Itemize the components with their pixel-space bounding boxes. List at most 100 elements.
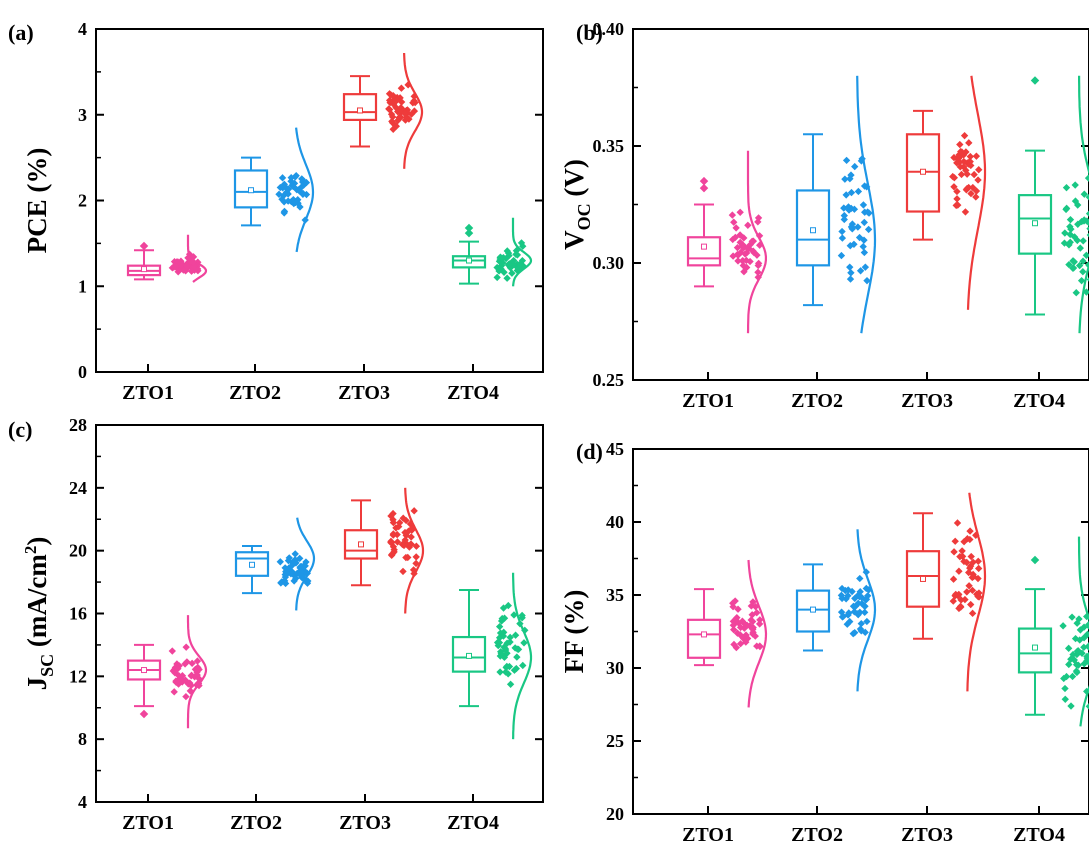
data-point — [178, 672, 187, 680]
data-point — [276, 558, 284, 566]
y-tick-label: 3 — [78, 105, 87, 125]
data-point — [953, 159, 961, 167]
data-point — [864, 225, 873, 234]
x-tick-label: ZTO3 — [338, 382, 390, 404]
data-point — [1070, 258, 1078, 266]
data-point — [728, 211, 737, 219]
y-tick-label: 4 — [78, 19, 87, 39]
data-point — [736, 623, 745, 632]
data-point — [388, 551, 396, 560]
data-point — [1085, 702, 1089, 711]
data-point — [168, 647, 176, 655]
data-point — [970, 170, 978, 179]
data-point — [387, 110, 396, 118]
data-point — [847, 269, 855, 277]
data-point — [968, 586, 977, 595]
data-point — [389, 530, 398, 538]
data-point — [1079, 237, 1087, 245]
data-point — [401, 528, 409, 537]
data-point — [1061, 684, 1069, 693]
box-iqr — [905, 550, 941, 608]
distribution-curve — [966, 75, 987, 310]
data-point — [515, 264, 523, 273]
y-tick-label: 0.40 — [593, 19, 625, 39]
data-point — [975, 593, 983, 601]
data-point — [407, 540, 415, 548]
data-point — [729, 603, 737, 611]
x-tick-label: ZTO1 — [122, 382, 174, 404]
data-point — [729, 252, 737, 260]
data-point — [397, 84, 406, 92]
data-point — [514, 645, 523, 654]
data-point — [1061, 229, 1069, 237]
x-tick-label: ZTO3 — [901, 390, 953, 412]
data-point — [838, 227, 846, 236]
data-point — [395, 519, 404, 527]
outlier-point — [699, 176, 709, 186]
data-point — [958, 547, 966, 555]
data-point — [519, 242, 527, 250]
data-point — [956, 552, 964, 561]
box-mean — [1032, 644, 1038, 651]
y-tick-label: 8 — [78, 729, 87, 749]
box-mean — [701, 631, 707, 638]
box-mean — [249, 561, 255, 568]
distribution-curve — [295, 127, 315, 253]
data-point — [734, 257, 742, 265]
data-point — [756, 616, 764, 624]
data-point — [410, 507, 418, 515]
data-point — [972, 152, 981, 160]
panel-b: 0.25 0.30 0.35 0.40(b) VOC (V) ZTO1 ZTO2 ZTO3 ZT… — [559, 19, 1089, 412]
data-point — [288, 561, 296, 570]
data-point — [963, 170, 971, 178]
data-point — [841, 175, 849, 183]
distribution-curve — [295, 517, 316, 611]
data-point — [756, 642, 764, 650]
data-point — [1084, 174, 1089, 182]
data-point — [732, 643, 741, 652]
data-point — [730, 625, 738, 634]
data-point — [953, 519, 962, 527]
box-mean — [920, 168, 926, 175]
data-point — [292, 198, 300, 207]
data-point — [503, 639, 511, 647]
data-point — [503, 662, 511, 671]
data-point — [861, 263, 870, 271]
data-point — [298, 175, 306, 183]
data-point — [401, 109, 409, 118]
data-point — [1080, 660, 1088, 668]
data-point — [1067, 702, 1075, 710]
data-point — [1067, 225, 1075, 233]
data-point — [1086, 231, 1089, 239]
y-tick-label: 30 — [606, 658, 624, 678]
data-point — [859, 242, 867, 251]
x-tick-label: ZTO1 — [122, 812, 174, 834]
data-point — [756, 241, 764, 249]
data-point — [1079, 268, 1087, 276]
data-point — [967, 189, 975, 198]
data-point — [861, 608, 869, 616]
data-point — [965, 139, 973, 147]
data-point — [302, 558, 310, 566]
data-point — [288, 567, 296, 576]
data-point — [187, 672, 195, 680]
y-axis-title: JSC (mA/cm2) — [21, 537, 57, 691]
outlier-point — [1030, 555, 1040, 565]
x-tick-label: ZTO1 — [682, 824, 734, 846]
y-tick-label: 45 — [606, 439, 624, 459]
data-point — [1061, 695, 1069, 703]
data-point — [969, 183, 977, 192]
outlier-point — [464, 228, 474, 238]
series-ZTO2: ZTO2 — [229, 127, 315, 404]
data-point — [289, 182, 297, 191]
box-mean — [466, 652, 472, 659]
data-point — [1082, 288, 1089, 296]
series-ZTO2: ZTO2 — [791, 529, 877, 846]
series-ZTO1: ZTO1 — [682, 150, 767, 412]
data-point — [399, 567, 407, 576]
data-point — [1086, 623, 1089, 631]
data-point — [753, 251, 761, 259]
data-point — [957, 603, 965, 611]
data-point — [848, 220, 857, 228]
data-point — [1069, 650, 1077, 659]
